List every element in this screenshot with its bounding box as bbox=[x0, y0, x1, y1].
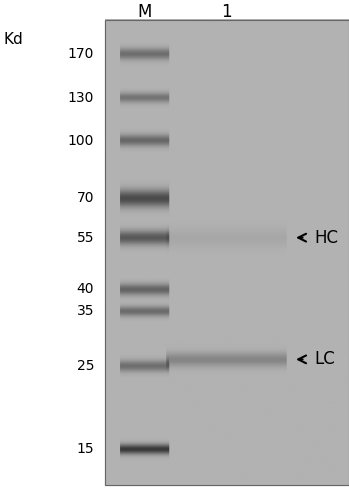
Text: M: M bbox=[138, 3, 152, 21]
Text: LC: LC bbox=[314, 350, 335, 368]
Bar bbox=[105, 20, 349, 485]
Text: Kd: Kd bbox=[3, 32, 23, 48]
Text: 170: 170 bbox=[68, 48, 94, 62]
Text: 100: 100 bbox=[68, 134, 94, 147]
Text: 70: 70 bbox=[77, 192, 94, 205]
Text: 40: 40 bbox=[77, 282, 94, 296]
Bar bbox=[105, 20, 349, 485]
Text: 25: 25 bbox=[77, 359, 94, 373]
Text: 130: 130 bbox=[68, 91, 94, 105]
Text: 1: 1 bbox=[222, 3, 232, 21]
Text: 35: 35 bbox=[77, 304, 94, 318]
Text: HC: HC bbox=[314, 228, 338, 246]
Text: 55: 55 bbox=[77, 230, 94, 244]
Text: 15: 15 bbox=[76, 442, 94, 456]
